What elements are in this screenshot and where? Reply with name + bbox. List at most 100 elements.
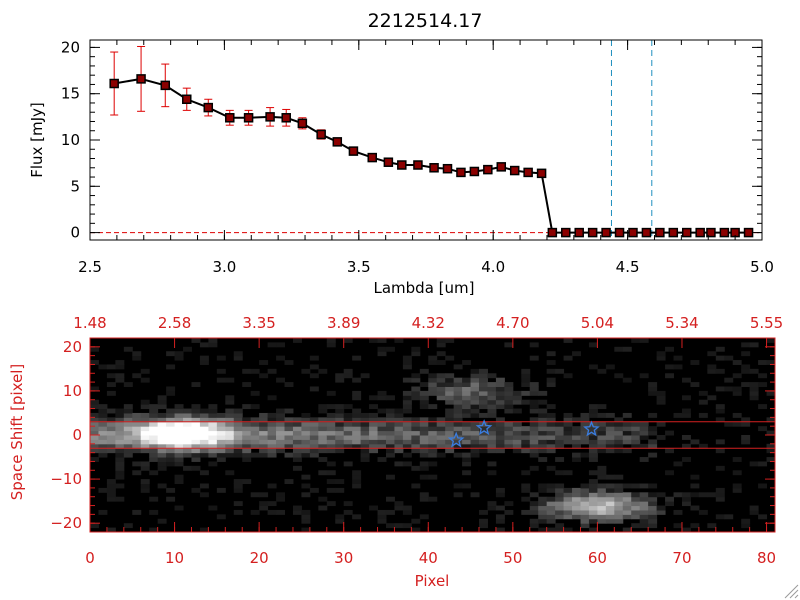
image-pixel (98, 417, 108, 423)
image-pixel (208, 452, 218, 458)
image-pixel (546, 368, 556, 374)
resize-grip-icon[interactable] (784, 584, 799, 599)
image-pixel (360, 452, 370, 458)
image-pixel (445, 377, 455, 383)
image-pixel (631, 426, 641, 432)
image-pixel (529, 421, 539, 427)
image-pixel (453, 492, 463, 498)
image-pixel (199, 417, 209, 423)
image-pixel (335, 426, 345, 432)
image-pixel (292, 509, 302, 515)
image-pixel (563, 492, 573, 498)
image-pixel (495, 518, 505, 524)
image-pixel (157, 465, 167, 471)
image-pixel (766, 448, 776, 454)
data-point (641, 227, 652, 238)
image-pixel (597, 404, 607, 410)
image-pixel (352, 421, 362, 427)
extraction-lines (90, 421, 775, 449)
image-pixel (115, 457, 125, 462)
image-pixel (487, 501, 497, 507)
image-pixel (504, 399, 514, 405)
image-pixel (597, 505, 607, 511)
star-marker-1 (475, 419, 493, 436)
image-pixel (648, 509, 658, 515)
image-pixel (183, 435, 192, 440)
image-pixel (335, 479, 345, 484)
image-pixel (132, 443, 142, 449)
image-pixel (487, 461, 497, 467)
pixel-tick-label: 20 (250, 549, 269, 567)
image-pixel (436, 426, 446, 432)
image-pixel (707, 395, 717, 401)
image-pixel (555, 470, 565, 476)
image-pixel (174, 452, 184, 458)
image-pixel (318, 470, 328, 476)
data-point (523, 167, 533, 178)
image-pixel (487, 373, 497, 379)
image-pixel (326, 430, 336, 436)
image-pixel (614, 501, 624, 507)
image-pixel (639, 421, 649, 427)
image-pixel (470, 408, 480, 414)
image-pixel (301, 448, 311, 454)
image-pixel (318, 457, 328, 462)
image-pixel (529, 452, 539, 458)
data-point (509, 165, 520, 176)
image-pixel (385, 496, 395, 502)
image-pixel (292, 443, 302, 449)
image-pixel (199, 527, 209, 533)
image-pixel (487, 443, 497, 449)
image-pixel (394, 430, 404, 436)
image-pixel (208, 439, 218, 445)
image-pixel (487, 470, 497, 476)
image-pixel (183, 421, 192, 427)
image-pixel (216, 355, 226, 361)
image-pixel (715, 417, 725, 423)
image-pixel (276, 492, 286, 498)
image-pixel (529, 382, 539, 387)
image-pixel (529, 439, 539, 445)
image-pixel (90, 412, 99, 418)
image-pixel (445, 399, 455, 405)
image-pixel (656, 492, 666, 498)
image-pixel (479, 509, 488, 515)
data-point (413, 160, 423, 170)
star-marker-0 (447, 431, 465, 448)
image-pixel (199, 448, 209, 454)
image-pixel (199, 408, 209, 414)
image-pixel (225, 435, 235, 440)
image-pixel (132, 412, 142, 418)
image-pixel (174, 505, 184, 511)
image-pixel (470, 443, 480, 449)
shift-tick-label: −10 (50, 470, 82, 488)
image-pixel (749, 390, 759, 396)
image-pixel (132, 470, 142, 476)
image-pixel (597, 483, 607, 489)
image-pixel (504, 421, 514, 427)
image-pixel (495, 527, 505, 533)
image-pixel (242, 426, 252, 432)
image-pixel (106, 443, 116, 449)
image-pixel (597, 518, 607, 524)
image-pixel (614, 373, 624, 379)
image-pixel (580, 496, 590, 502)
image-pixel (546, 448, 556, 454)
image-pixel (259, 492, 269, 498)
image-pixel (614, 448, 624, 454)
shift-tick-label: 20 (63, 338, 82, 356)
data-point (203, 102, 214, 113)
image-pixel (352, 474, 362, 480)
image-pixel (157, 421, 167, 427)
image-pixel (335, 430, 345, 436)
image-pixel (419, 390, 429, 396)
image-pixel (724, 514, 734, 520)
image-pixel (335, 518, 345, 524)
image-pixel (673, 492, 683, 498)
image-pixel (529, 435, 539, 440)
image-pixel (140, 430, 150, 436)
image-pixel (495, 514, 505, 520)
image-pixel (605, 412, 615, 418)
image-pixel (648, 452, 658, 458)
image-pixel (250, 452, 260, 458)
